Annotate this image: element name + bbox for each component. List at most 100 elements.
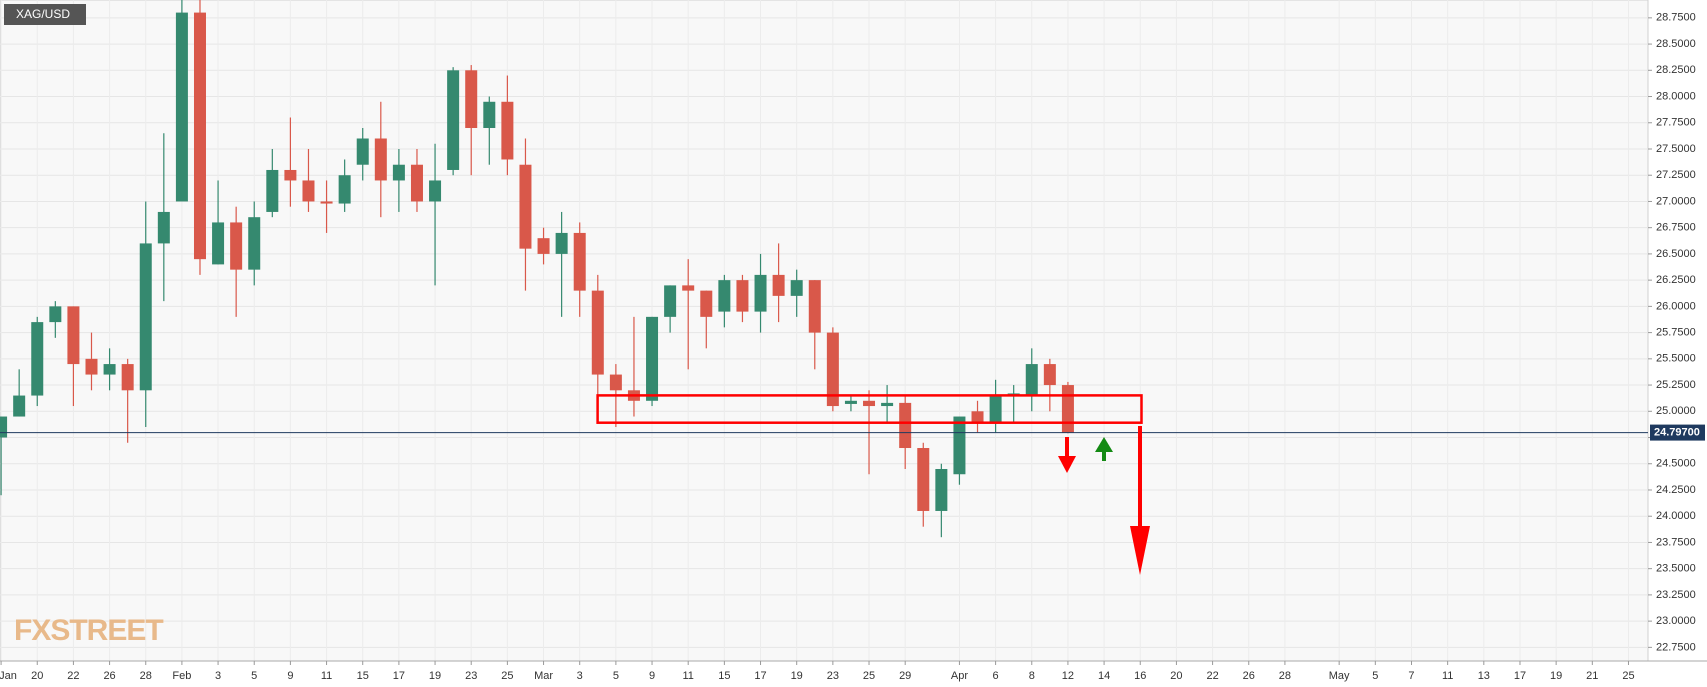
arrow-head bbox=[1095, 437, 1113, 452]
candle-body bbox=[483, 101, 496, 129]
x-tick-label: 3 bbox=[577, 670, 583, 682]
x-tick-label: 11 bbox=[321, 670, 332, 682]
y-tick-label: 28.5000 bbox=[1656, 38, 1696, 50]
x-tick-label: 3 bbox=[215, 670, 221, 682]
x-tick-label: 15 bbox=[718, 670, 730, 682]
candle-body bbox=[230, 222, 243, 270]
x-tick-label: 26 bbox=[1243, 670, 1255, 682]
candle-body bbox=[157, 211, 170, 244]
x-tick-label: 17 bbox=[754, 670, 766, 682]
candle-body bbox=[248, 217, 261, 270]
candle-body bbox=[664, 285, 677, 317]
candle-body bbox=[808, 280, 821, 333]
candle-body bbox=[0, 416, 8, 438]
y-tick-label: 27.2500 bbox=[1656, 169, 1696, 181]
x-tick-label: 21 bbox=[1586, 670, 1598, 682]
y-tick-label: 25.0000 bbox=[1656, 405, 1696, 417]
candle-body bbox=[899, 402, 912, 449]
x-tick-label: 17 bbox=[393, 670, 405, 682]
x-tick-label: Apr bbox=[951, 670, 968, 682]
y-tick-label: 25.5000 bbox=[1656, 353, 1696, 365]
y-tick-label: 27.7500 bbox=[1656, 117, 1696, 129]
grid bbox=[0, 0, 1648, 661]
x-tick-label: 28 bbox=[1279, 670, 1291, 682]
y-tick-label: 26.2500 bbox=[1656, 274, 1696, 286]
y-tick-label: 28.0000 bbox=[1656, 90, 1696, 102]
candle-body bbox=[302, 180, 315, 202]
candle-body bbox=[700, 290, 713, 317]
candle-body bbox=[917, 448, 930, 511]
x-tick-label: May bbox=[1329, 670, 1350, 682]
x-tick-label: 22 bbox=[1206, 670, 1218, 682]
x-tick-label: 25 bbox=[1622, 670, 1634, 682]
candle-body bbox=[1061, 385, 1074, 433]
candle-body bbox=[989, 395, 1002, 422]
y-tick-label: 26.0000 bbox=[1656, 300, 1696, 312]
candle-body bbox=[13, 395, 26, 417]
x-tick-label: 13 bbox=[1478, 670, 1490, 682]
x-tick-label: 11 bbox=[682, 670, 693, 682]
candle-body bbox=[609, 374, 622, 391]
candle-body bbox=[646, 316, 659, 401]
candle-body bbox=[844, 400, 857, 404]
x-tick-label: 5 bbox=[1372, 670, 1378, 682]
candle-body bbox=[266, 169, 279, 212]
y-tick-label: 23.7500 bbox=[1656, 536, 1696, 548]
x-tick-label: 12 bbox=[1062, 670, 1074, 682]
y-tick-label: 23.2500 bbox=[1656, 589, 1696, 601]
candle-body bbox=[410, 164, 423, 202]
candle-body bbox=[555, 232, 568, 254]
x-tick-label: 5 bbox=[251, 670, 257, 682]
candle-body bbox=[175, 12, 188, 202]
candle-body bbox=[971, 411, 984, 422]
x-tick-label: 17 bbox=[1514, 670, 1526, 682]
candle-body bbox=[85, 358, 98, 375]
candle-body bbox=[374, 138, 387, 181]
candle-body bbox=[537, 238, 550, 254]
candle-body bbox=[826, 332, 839, 407]
candle-body bbox=[193, 12, 206, 260]
x-tick-label: 29 bbox=[899, 670, 911, 682]
candle-body bbox=[212, 222, 225, 265]
x-tick-label: 19 bbox=[429, 670, 441, 682]
candle-body bbox=[49, 306, 62, 323]
candle-body bbox=[320, 201, 333, 204]
y-tick-label: 27.0000 bbox=[1656, 195, 1696, 207]
candle-body bbox=[103, 364, 116, 375]
x-tick-label: 23 bbox=[465, 670, 477, 682]
x-tick-label: 15 bbox=[357, 670, 369, 682]
y-tick-label: 24.0000 bbox=[1656, 510, 1696, 522]
x-tick-label: 25 bbox=[863, 670, 875, 682]
y-tick-label: 22.7500 bbox=[1656, 641, 1696, 653]
x-tick-label: 11 bbox=[1442, 670, 1453, 682]
x-tick-label: 8 bbox=[1029, 670, 1035, 682]
last-price-box bbox=[1650, 424, 1705, 441]
last-price-label: 24.79700 bbox=[1654, 426, 1700, 438]
candle-body bbox=[31, 322, 44, 396]
candle-body bbox=[67, 306, 80, 365]
candle-body bbox=[772, 274, 785, 296]
x-tick-label: 14 bbox=[1098, 670, 1110, 682]
watermark: FXSTREET bbox=[14, 614, 163, 647]
candle-body bbox=[953, 416, 966, 475]
symbol: XAG/USD bbox=[16, 7, 70, 21]
y-tick-label: 25.7500 bbox=[1656, 327, 1696, 339]
candle-body bbox=[790, 280, 803, 296]
x-tick-label: 20 bbox=[31, 670, 43, 682]
candle-body bbox=[935, 468, 948, 511]
candle-body bbox=[139, 243, 152, 391]
y-tick-label: 25.2500 bbox=[1656, 379, 1696, 391]
x-tick-label: 5 bbox=[613, 670, 619, 682]
overlay bbox=[596, 394, 1150, 575]
x-tick-label: 22 bbox=[67, 670, 79, 682]
candle-body bbox=[881, 402, 894, 407]
plot-background bbox=[0, 0, 1649, 662]
x-tick-label: 19 bbox=[1550, 670, 1562, 682]
y-tick-label: 23.5000 bbox=[1656, 563, 1696, 575]
candle-body bbox=[356, 138, 369, 165]
x-tick-label: Jan bbox=[0, 670, 17, 682]
arrow-head bbox=[1058, 456, 1076, 473]
candle-body bbox=[447, 70, 460, 170]
candle-body bbox=[1025, 364, 1038, 396]
